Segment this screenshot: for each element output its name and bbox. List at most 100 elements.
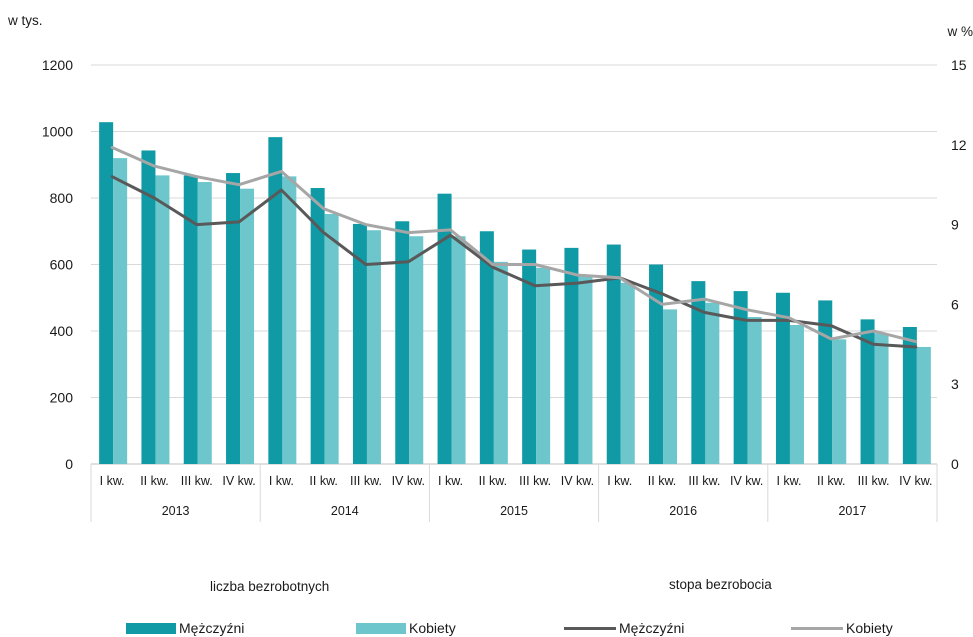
bar-men xyxy=(860,319,875,464)
quarter-label: IV kw. xyxy=(561,474,594,488)
bar-women xyxy=(620,282,635,464)
bar-men xyxy=(522,249,537,464)
quarter-label: I kw. xyxy=(100,474,125,488)
left-tick-label: 600 xyxy=(50,257,74,273)
bar-men xyxy=(606,244,621,464)
legend-item-women-bar: Kobiety xyxy=(356,620,456,636)
quarter-label: II kw. xyxy=(140,474,168,488)
bar-women xyxy=(240,188,255,464)
year-label: 2013 xyxy=(162,504,190,518)
legend-label-men-bar: Mężczyźni xyxy=(179,620,245,636)
right-tick-label: 15 xyxy=(951,57,967,73)
quarter-label: I kw. xyxy=(607,474,632,488)
year-label: 2015 xyxy=(500,504,528,518)
bar-women xyxy=(493,261,508,464)
quarter-label: IV kw. xyxy=(222,474,255,488)
bar-women xyxy=(789,325,804,464)
bar-men xyxy=(437,193,452,465)
bar-men xyxy=(564,247,579,464)
bar-women xyxy=(916,346,931,464)
right-tick-label: 3 xyxy=(951,376,959,392)
quarter-label: II kw. xyxy=(817,474,845,488)
bar-women xyxy=(578,276,593,464)
left-tick-label: 800 xyxy=(50,190,74,206)
bar-men xyxy=(775,292,790,464)
left-axis-ticks: 0 200 400 600 800 1000 1200 xyxy=(42,57,73,472)
bar-women xyxy=(155,175,170,464)
quarter-label: III kw. xyxy=(181,474,213,488)
legend-item-men-line: Mężczyźni xyxy=(564,620,684,636)
left-tick-label: 1200 xyxy=(42,57,73,73)
quarter-label: IV kw. xyxy=(899,474,932,488)
bar-men xyxy=(818,300,833,464)
bar-men xyxy=(183,175,198,464)
bar-women xyxy=(663,309,678,464)
quarter-label: II kw. xyxy=(309,474,337,488)
legend-label-women-bar: Kobiety xyxy=(409,620,456,636)
quarter-label: IV kw. xyxy=(730,474,763,488)
left-tick-label: 400 xyxy=(50,323,74,339)
bar-women xyxy=(874,333,889,464)
right-axis-unit-label: w % xyxy=(946,24,973,39)
quarter-label: III kw. xyxy=(688,474,720,488)
bar-men xyxy=(268,137,283,464)
bar-men xyxy=(352,223,367,464)
year-label: 2014 xyxy=(331,504,359,518)
legend-label-women-line: Kobiety xyxy=(846,620,893,636)
bar-women xyxy=(451,236,466,464)
legend-swatch-women-bar xyxy=(356,622,406,634)
bar-series xyxy=(99,122,931,465)
left-tick-label: 1000 xyxy=(42,124,73,140)
quarter-label: IV kw. xyxy=(392,474,425,488)
bar-men xyxy=(691,281,706,464)
bars-group-title: liczba bezrobotnych xyxy=(210,579,330,594)
bar-men xyxy=(649,264,664,464)
quarter-label: III kw. xyxy=(519,474,551,488)
line-men xyxy=(110,175,918,349)
bar-women xyxy=(113,158,128,464)
quarter-label: II kw. xyxy=(648,474,676,488)
bar-men xyxy=(226,173,241,464)
right-axis-ticks: 0 3 6 9 12 15 xyxy=(951,57,967,472)
legend-item-men-bar: Mężczyźni xyxy=(126,620,244,636)
right-tick-label: 9 xyxy=(951,217,959,233)
bar-men xyxy=(902,327,917,464)
bar-women xyxy=(282,176,297,464)
year-label: 2017 xyxy=(838,504,866,518)
year-label: 2016 xyxy=(669,504,697,518)
bar-women xyxy=(536,267,551,464)
left-tick-label: 0 xyxy=(65,456,73,472)
legend-item-women-line: Kobiety xyxy=(791,620,893,636)
bar-men xyxy=(310,188,325,464)
quarter-label: III kw. xyxy=(350,474,382,488)
bar-women xyxy=(705,302,720,464)
right-tick-label: 12 xyxy=(951,137,967,153)
line-women xyxy=(110,146,918,344)
quarter-label: III kw. xyxy=(858,474,890,488)
bar-women xyxy=(409,236,424,464)
quarter-label: I kw. xyxy=(269,474,294,488)
bar-men xyxy=(99,122,114,464)
quarter-label: II kw. xyxy=(479,474,507,488)
right-tick-label: 0 xyxy=(951,456,959,472)
left-axis-unit-label: w tys. xyxy=(7,13,43,28)
line-series xyxy=(110,146,918,349)
left-tick-label: 200 xyxy=(50,390,74,406)
x-axis: I kw. II kw. III kw. IV kw. I kw. II kw. III k… xyxy=(90,464,938,522)
quarter-label: I kw. xyxy=(776,474,801,488)
quarter-label: I kw. xyxy=(438,474,463,488)
bar-men xyxy=(141,150,156,464)
legend-swatch-men-bar xyxy=(126,622,176,634)
right-tick-label: 6 xyxy=(951,296,959,312)
legend-swatch-women-line xyxy=(791,626,843,630)
bar-men xyxy=(733,291,748,464)
lines-group-title: stopa bezrobocia xyxy=(669,577,772,592)
bar-men xyxy=(479,231,494,464)
legend-label-men-line: Mężczyźni xyxy=(619,620,685,636)
bar-women xyxy=(832,339,847,464)
bar-women xyxy=(197,182,212,465)
bar-women xyxy=(324,213,339,464)
bar-women xyxy=(747,317,762,464)
bar-women xyxy=(366,230,381,464)
